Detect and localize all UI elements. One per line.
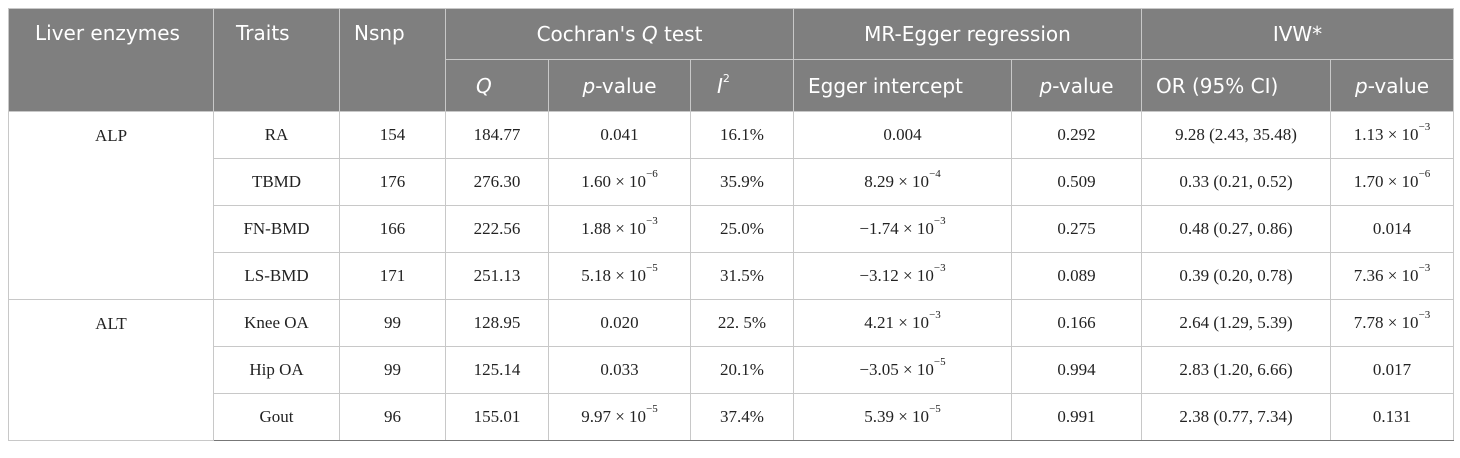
header-egger-intercept: Egger intercept [793,59,1012,112]
ivw-p-value-cell: 0.131 [1329,393,1455,441]
nsnp-cell: 96 [339,393,446,441]
egger-intercept-cell: 5.39 × 10−5 [793,393,1012,441]
header-ivw-p-value: p-value [1329,59,1455,112]
q-p-value-cell: 9.97 × 10−5 [548,393,691,441]
q-cell: 184.77 [445,111,549,159]
trait-cell: Hip OA [213,346,340,394]
table-body: ALP RA 154 184.77 0.041 16.1% 0.004 0.292 9.28 (… [8,111,1455,441]
table-row: FN-BMD 166 222.56 1.88 × 10−3 25.0% −1.74 × 1… [9,205,1455,253]
i2-cell: 25.0% [690,205,794,253]
q-p-value-cell: 0.041 [548,111,691,159]
ivw-p-value-cell: 0.017 [1329,346,1455,394]
or-ci-cell: 0.33 (0.21, 0.52) [1141,158,1331,206]
trait-cell: TBMD [213,158,340,206]
i2-cell: 31.5% [690,252,794,300]
enzyme-cell: ALT [8,299,214,441]
i2-cell: 37.4% [690,393,794,441]
nsnp-cell: 99 [339,346,446,394]
q-p-value-cell: 0.033 [548,346,691,394]
egger-p-value-cell: 0.166 [1011,299,1142,347]
header-row-1: Liver enzymes Traits Nsnp Cochran's Q te… [8,8,1455,112]
egger-intercept-cell: 0.004 [793,111,1012,159]
ivw-p-value-cell: 7.36 × 10−3 [1329,252,1455,300]
table-row: ALT Knee OA 99 128.95 0.020 22. 5% 4.21 × 10−3… [8,299,1455,441]
table-row: Hip OA 99 125.14 0.033 20.1% −3.05 × 10−5 0.99… [9,346,1455,394]
table-header: Liver enzymes Traits Nsnp Cochran's Q te… [8,8,1455,112]
or-ci-cell: 0.39 (0.20, 0.78) [1141,252,1331,300]
header-liver-enzymes: Liver enzymes [8,8,214,112]
egger-intercept-cell: −3.12 × 10−3 [793,252,1012,300]
q-cell: 125.14 [445,346,549,394]
header-cochran-p-value: p-value [548,59,691,112]
egger-p-value-cell: 0.994 [1011,346,1142,394]
q-cell: 251.13 [445,252,549,300]
table-row: TBMD 176 276.30 1.60 × 10−6 35.9% 8.29 × 10−4… [9,158,1455,206]
header-or-ci: OR (95% CI) [1141,59,1331,112]
q-cell: 155.01 [445,393,549,441]
nsnp-cell: 176 [339,158,446,206]
q-p-value-cell: 0.020 [548,299,691,347]
header-i-squared: I2 [690,59,794,112]
q-p-value-cell: 1.88 × 10−3 [548,205,691,253]
header-ivw: IVW* [1140,8,1455,60]
nsnp-cell: 99 [339,299,446,347]
q-cell: 276.30 [445,158,549,206]
table-row: LS-BMD 171 251.13 5.18 × 10−5 31.5% −3.12 × 1… [9,252,1455,300]
or-ci-cell: 2.83 (1.20, 6.66) [1141,346,1331,394]
header-q: Q [445,59,549,112]
trait-cell: FN-BMD [213,205,340,253]
egger-intercept-cell: −3.05 × 10−5 [793,346,1012,394]
header-mr-egger-regression: MR-Egger regression [793,8,1142,60]
q-cell: 128.95 [445,299,549,347]
enzyme-cell: ALP [8,111,214,300]
or-ci-cell: 2.64 (1.29, 5.39) [1141,299,1331,347]
egger-intercept-cell: −1.74 × 10−3 [793,205,1012,253]
table-row: ALP RA 154 184.77 0.041 16.1% 0.004 0.292 9.28 (… [8,111,1455,300]
trait-cell: Knee OA [213,299,340,347]
trait-cell: RA [213,111,340,159]
ivw-p-value-cell: 7.78 × 10−3 [1329,299,1455,347]
header-traits: Traits [213,8,340,112]
egger-p-value-cell: 0.991 [1011,393,1142,441]
header-egger-p-value: p-value [1011,59,1142,112]
egger-p-value-cell: 0.275 [1011,205,1142,253]
or-ci-cell: 2.38 (0.77, 7.34) [1141,393,1331,441]
header-nsnp: Nsnp [339,8,446,112]
egger-intercept-cell: 4.21 × 10−3 [793,299,1012,347]
nsnp-cell: 166 [339,205,446,253]
ivw-p-value-cell: 1.13 × 10−3 [1329,111,1455,159]
ivw-p-value-cell: 1.70 × 10−6 [1329,158,1455,206]
nsnp-cell: 154 [339,111,446,159]
egger-p-value-cell: 0.089 [1011,252,1142,300]
egger-p-value-cell: 0.509 [1011,158,1142,206]
mr-results-table: Liver enzymes Traits Nsnp Cochran's Q te… [8,8,1455,441]
nsnp-cell: 171 [339,252,446,300]
trait-cell: Gout [213,393,340,441]
i2-cell: 16.1% [690,111,794,159]
i2-cell: 22. 5% [690,299,794,347]
egger-p-value-cell: 0.292 [1011,111,1142,159]
q-p-value-cell: 5.18 × 10−5 [548,252,691,300]
ivw-p-value-cell: 0.014 [1329,205,1455,253]
trait-cell: LS-BMD [213,252,340,300]
header-row-2: Q p-value I2 Egger intercept p-value OR … [9,59,1455,112]
header-cochran-q-test: Cochran's Q test [445,8,794,60]
table-row: Gout 96 155.01 9.97 × 10−5 37.4% 5.39 × 10−5 0… [9,393,1455,441]
i2-cell: 20.1% [690,346,794,394]
egger-intercept-cell: 8.29 × 10−4 [793,158,1012,206]
q-p-value-cell: 1.60 × 10−6 [548,158,691,206]
or-ci-cell: 0.48 (0.27, 0.86) [1141,205,1331,253]
q-cell: 222.56 [445,205,549,253]
i2-cell: 35.9% [690,158,794,206]
or-ci-cell: 9.28 (2.43, 35.48) [1141,111,1331,159]
